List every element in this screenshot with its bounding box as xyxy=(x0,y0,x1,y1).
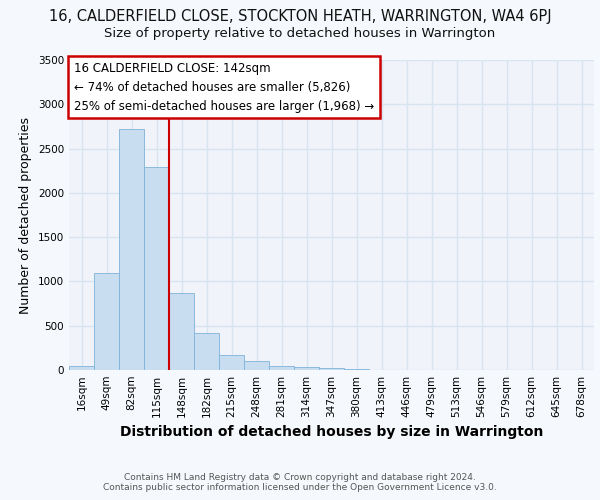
Bar xyxy=(119,129,144,370)
Bar xyxy=(194,333,219,370)
Bar xyxy=(294,368,319,370)
Bar xyxy=(244,361,269,370)
Text: Size of property relative to detached houses in Warrington: Size of property relative to detached ho… xyxy=(104,28,496,40)
X-axis label: Distribution of detached houses by size in Warrington: Distribution of detached houses by size … xyxy=(120,426,543,440)
Bar xyxy=(144,167,169,370)
Bar xyxy=(219,354,244,370)
Text: Contains public sector information licensed under the Open Government Licence v3: Contains public sector information licen… xyxy=(103,484,497,492)
Bar xyxy=(69,366,94,370)
Bar xyxy=(269,366,294,370)
Text: 16, CALDERFIELD CLOSE, STOCKTON HEATH, WARRINGTON, WA4 6PJ: 16, CALDERFIELD CLOSE, STOCKTON HEATH, W… xyxy=(49,9,551,24)
Y-axis label: Number of detached properties: Number of detached properties xyxy=(19,116,32,314)
Text: 16 CALDERFIELD CLOSE: 142sqm
← 74% of detached houses are smaller (5,826)
25% of: 16 CALDERFIELD CLOSE: 142sqm ← 74% of de… xyxy=(74,62,374,112)
Text: Contains HM Land Registry data © Crown copyright and database right 2024.: Contains HM Land Registry data © Crown c… xyxy=(124,474,476,482)
Bar xyxy=(319,368,344,370)
Bar xyxy=(344,369,369,370)
Bar xyxy=(94,272,119,370)
Bar xyxy=(169,293,194,370)
